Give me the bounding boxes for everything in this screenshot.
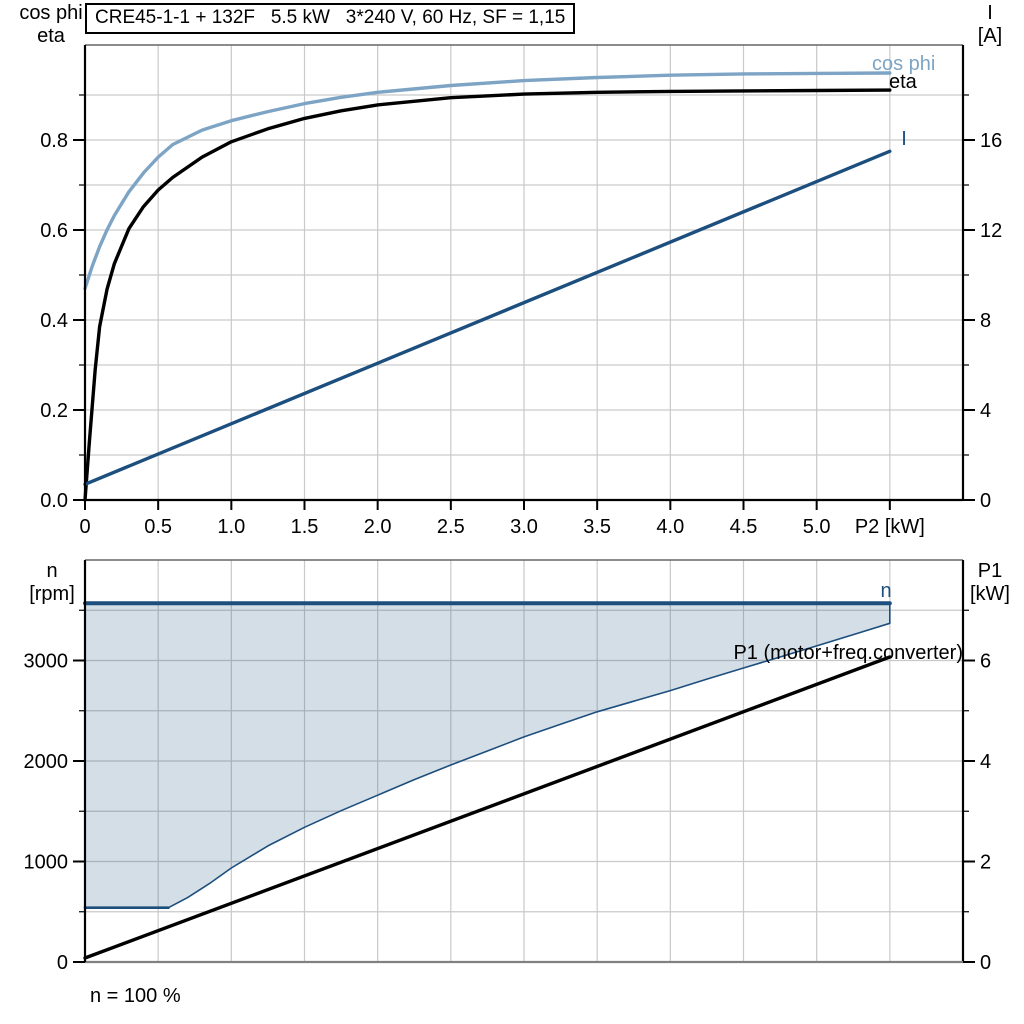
x-tick-label: 2.0 (364, 516, 392, 538)
axis-title-ampere-unit: [A] (977, 25, 1003, 47)
right-tick-label: 0 (980, 490, 991, 512)
p1-curve-label: P1 (motor+freq.converter) (733, 642, 963, 664)
right-tick-label: 4 (980, 400, 991, 422)
left-tick-label: 2000 (24, 751, 69, 773)
x-tick-label: 0 (79, 516, 90, 538)
x-tick-label: 4.5 (730, 516, 758, 538)
chart-speed-power: 0 1000 2000 3000 0 2 4 6 n P1 (motor+freq.convert… (24, 559, 991, 1007)
left-tick-label: 0 (57, 952, 68, 974)
right-tick-label: 6 (980, 651, 991, 673)
axis-title-rpm-unit: [rpm] (29, 583, 75, 605)
x-tick-label: 2.5 (437, 516, 465, 538)
bottom-left-axis-title: n [rpm] (12, 560, 92, 606)
left-tick-label: 0.4 (40, 310, 68, 332)
right-tick-label: 8 (980, 310, 991, 332)
bottom-right-axis-title: P1 [kW] (958, 560, 1022, 606)
x-tick-label: 0.5 (144, 516, 172, 538)
x-tick-label: 5.0 (803, 516, 831, 538)
x-tick-label: 4.0 (656, 516, 684, 538)
left-tick-label: 0.6 (40, 220, 68, 242)
right-tick-label: 12 (980, 220, 1002, 242)
right-tick-label: 2 (980, 852, 991, 874)
axis-title-eta: eta (37, 25, 65, 47)
left-tick-label: 0.2 (40, 400, 68, 422)
current-curve-label: I (901, 128, 907, 150)
x-tick-label: 1.0 (217, 516, 245, 538)
series-eta (83, 88, 892, 502)
chart-title: CRE45-1-1 + 132F 5.5 kW 3*240 V, 60 Hz, … (85, 3, 576, 34)
right-tick-label: 4 (980, 751, 991, 773)
left-tick-label: 3000 (24, 651, 69, 673)
top-right-axis-title: I [A] (960, 2, 1020, 48)
left-tick-label: 1000 (24, 852, 69, 874)
axis-title-kw-unit: [kW] (970, 583, 1010, 605)
n-curve-label: n (880, 580, 891, 602)
n-100-percent-label: n = 100 % (90, 985, 181, 1007)
axis-title-cos-phi: cos phi (19, 2, 83, 24)
x-tick-label: 1.5 (291, 516, 319, 538)
x-tick-label: P2 [kW] (855, 516, 925, 538)
right-tick-label: 16 (980, 130, 1002, 152)
axis-title-p1: P1 (977, 560, 1003, 582)
right-tick-label: 0 (980, 952, 991, 974)
series-n-min-curve (167, 622, 891, 909)
axis-title-n: n (46, 560, 58, 582)
x-tick-label: 3.5 (583, 516, 611, 538)
chart-motor-performance: 0.0 0.2 0.4 0.6 0.8 0 4 8 12 16 0 0.5 1.0 1.5 2.0 2.5 3.… (40, 44, 1002, 538)
speed-range-area (85, 603, 890, 908)
series-i (83, 149, 892, 486)
series-p1-motor-freq-converter- (83, 655, 892, 960)
cos-phi-curve-label: cos phi (872, 53, 935, 75)
axis-title-current: I (987, 2, 993, 24)
eta-curve-label: eta (889, 71, 918, 93)
top-left-axis-title: cos phi eta (11, 2, 91, 48)
x-tick-label: 3.0 (510, 516, 538, 538)
left-tick-label: 0.8 (40, 130, 68, 152)
series-cos-phi (83, 71, 892, 291)
left-tick-label: 0.0 (40, 490, 68, 512)
